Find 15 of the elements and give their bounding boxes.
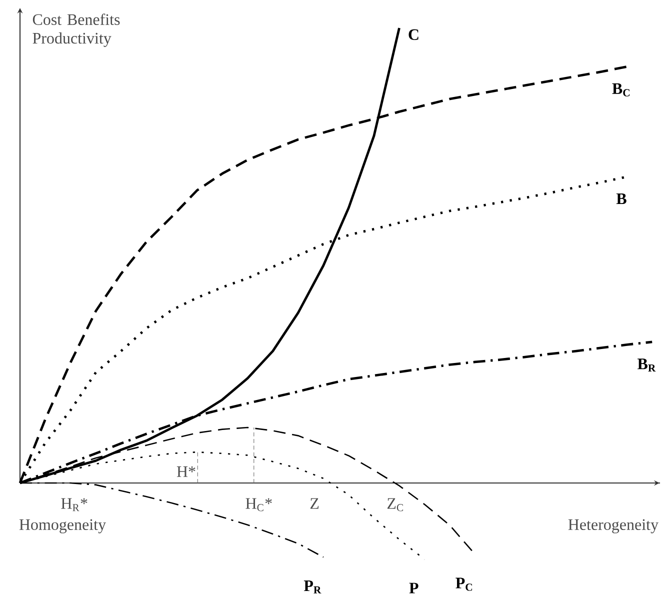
annotation: H$_{R}$* [61,498,88,512]
series-label: P [409,582,418,594]
annotation: H* [176,466,196,477]
annotation: H$_{C}$* [246,498,272,512]
annotation: Z [310,498,319,509]
series-label: C [408,29,418,40]
series-label: B$_{R}$ [638,358,656,372]
series-label: B$_{C}$ [612,83,630,96]
y-axis-title: Cost Benefits Productivity [32,14,120,48]
x-axis-title: Heterogeneity [568,519,658,534]
series-label: P$_{R}$ [304,580,322,594]
series-label: B [616,194,626,204]
annotation: Z$_{C}$ [387,498,403,512]
annotation: Homogeneity [19,519,106,534]
series-label: P$_{C}$ [456,578,472,591]
